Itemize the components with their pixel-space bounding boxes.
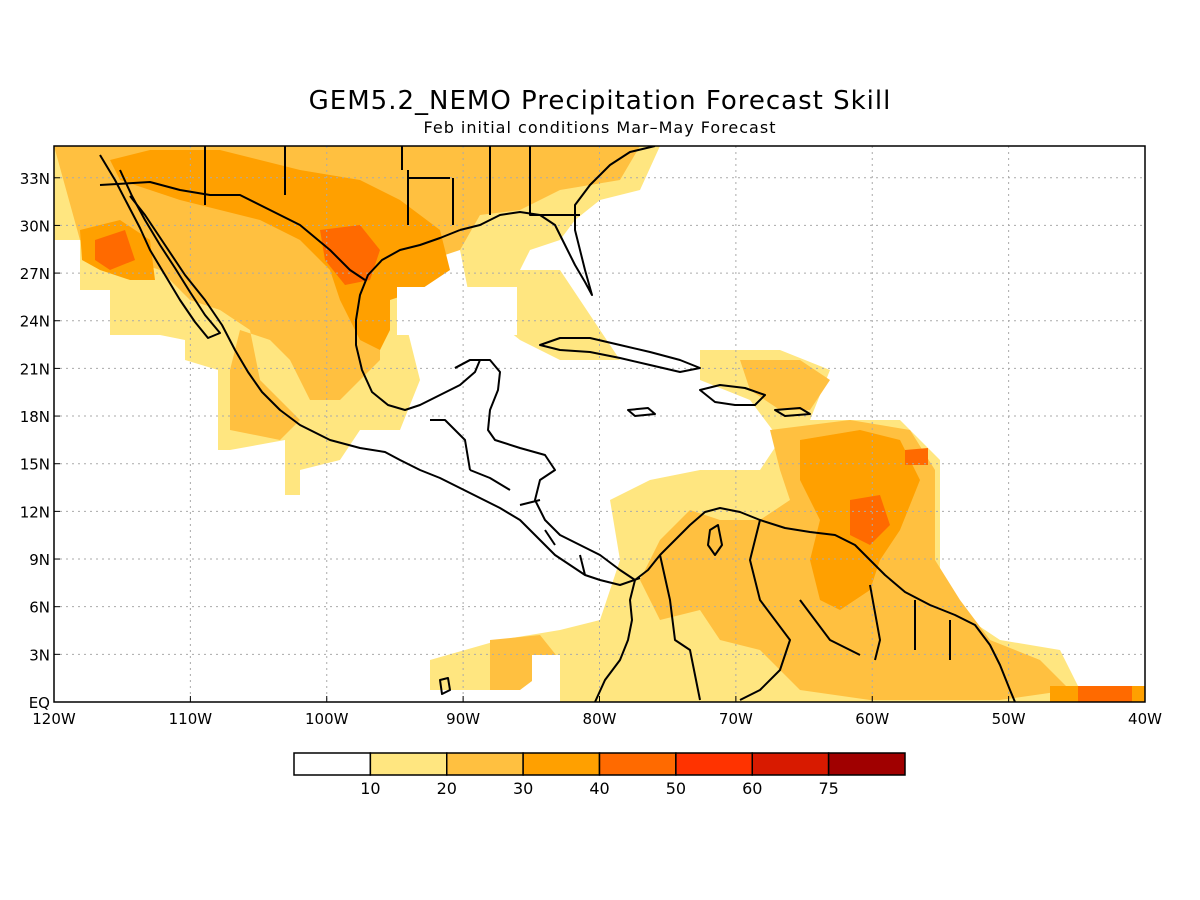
lat-tick-label: 27N: [20, 265, 50, 283]
lat-tick-label: 6N: [29, 599, 50, 617]
lat-tick-label: 33N: [20, 170, 50, 188]
colorbar-swatch: [293, 752, 372, 776]
lon-tick-label: 80W: [583, 710, 617, 728]
lon-axis: 120W 110W 100W 90W 80W 70W 60W 50W 40W: [32, 696, 1162, 728]
colorbar-swatch: [827, 752, 906, 776]
colorbar-swatch: [675, 752, 753, 776]
mask-box-2: [532, 655, 560, 702]
lon-tick-label: 50W: [992, 710, 1026, 728]
border-south-america: [659, 519, 951, 701]
skill-shading: [54, 146, 1145, 702]
skill-region-11: [320, 225, 380, 285]
coast-galapagos: [439, 677, 451, 695]
lon-tick-label: 110W: [169, 710, 213, 728]
map-subtitle: Feb initial conditions Mar–May Forecast: [423, 118, 777, 137]
map-title: GEM5.2_NEMO Precipitation Forecast Skill: [308, 86, 892, 116]
coast-hispaniola: [699, 384, 766, 406]
lon-tick-label: 120W: [32, 710, 76, 728]
coast-cuba: [539, 337, 701, 373]
skill-region-12: [95, 230, 135, 270]
lat-tick-label: EQ: [29, 694, 50, 712]
colorbar-swatch: [522, 752, 601, 776]
lat-tick-label: 30N: [20, 217, 50, 235]
coast-maracaibo: [707, 524, 723, 556]
skill-region-6: [490, 635, 560, 690]
colorbar-swatch: [369, 752, 448, 776]
lon-tick-label: 60W: [855, 710, 889, 728]
colorbar: 10 20 30 40 50 60 75: [293, 752, 906, 798]
lat-tick-label: 18N: [20, 408, 50, 426]
colorbar-label: 10: [360, 779, 380, 798]
colorbar-label: 30: [513, 779, 533, 798]
lat-axis: EQ 3N 6N 9N 12N 15N 18N 21N 24N 27N 30N 33N: [20, 170, 60, 712]
colorbar-swatch: [598, 752, 677, 776]
coastlines: [99, 146, 1016, 702]
coast-yucatan: [454, 359, 636, 581]
skill-region-13: [850, 495, 890, 545]
coast-puertorico: [774, 407, 811, 417]
coast-gulf: [355, 229, 481, 411]
coast-sa-pacific: [594, 579, 636, 702]
lat-tick-label: 9N: [29, 551, 50, 569]
colorbar-swatch: [751, 752, 830, 776]
colorbar-label: 50: [666, 779, 686, 798]
colorbar-swatch: [446, 752, 524, 776]
lon-tick-label: 70W: [719, 710, 753, 728]
coast-baja: [99, 154, 221, 339]
lat-tick-label: 12N: [20, 503, 50, 521]
mask-box-1: [397, 287, 517, 335]
border-us-states: [204, 146, 580, 225]
colorbar-label: 20: [437, 779, 457, 798]
lon-tick-label: 40W: [1128, 710, 1162, 728]
lat-tick-label: 3N: [29, 646, 50, 664]
skill-region-15: [1078, 686, 1132, 702]
coast-mexico-pacific: [129, 195, 641, 586]
colorbar-label: 60: [742, 779, 762, 798]
border-us-mexico: [99, 181, 366, 281]
coast-florida: [459, 146, 656, 296]
lat-tick-label: 15N: [20, 456, 50, 474]
coast-south-america: [634, 507, 1016, 702]
coast-jamaica: [627, 407, 656, 417]
lat-tick-label: 24N: [20, 313, 50, 331]
gridlines: [54, 146, 1145, 702]
skill-region-7: [110, 150, 450, 350]
colorbar-label: 40: [589, 779, 609, 798]
colorbar-label: 75: [818, 779, 838, 798]
skill-region-14: [905, 448, 928, 465]
lat-tick-label: 21N: [20, 360, 50, 378]
border-central-america: [430, 419, 586, 576]
lon-tick-label: 90W: [446, 710, 480, 728]
lon-tick-label: 100W: [305, 710, 349, 728]
